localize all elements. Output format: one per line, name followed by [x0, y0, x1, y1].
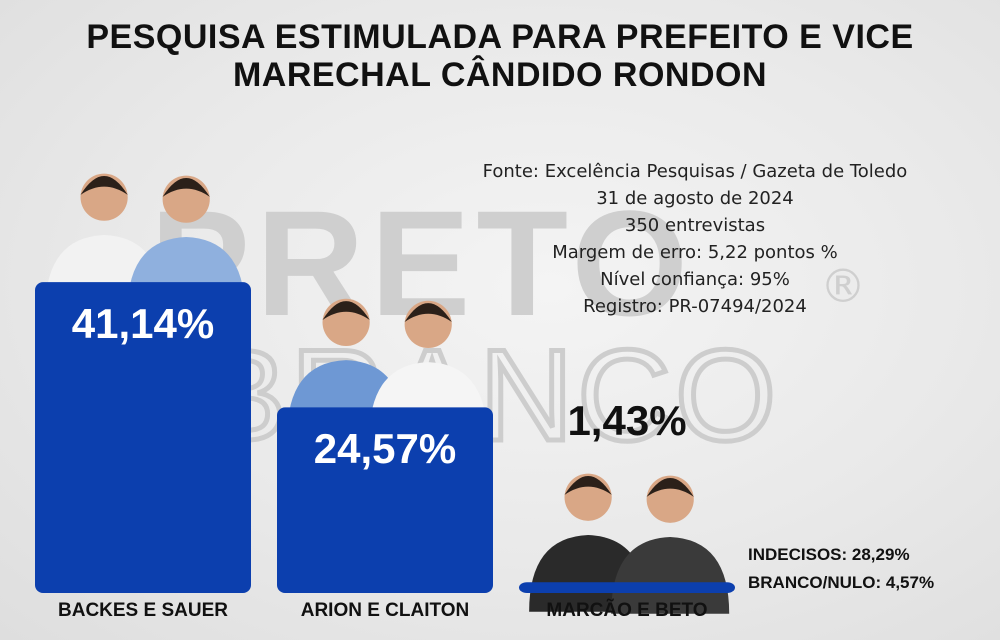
- candidate-2-person-2-body: [611, 536, 730, 614]
- info-registry: Registro: PR-07494/2024: [583, 296, 807, 317]
- watermark-registered-mark: ®: [820, 259, 866, 313]
- info-source: Fonte: Excelência Pesquisas / Gazeta de …: [482, 161, 908, 182]
- candidate-0-person-1-hair: [80, 175, 128, 195]
- candidate-2-person-1-hair: [564, 475, 612, 495]
- candidate-2-person-2-hair: [646, 477, 694, 497]
- survey-info: Fonte: Excelência Pesquisas / Gazeta de …: [470, 158, 920, 320]
- candidate-0-person-2-hair: [162, 177, 210, 197]
- info-date: 31 de agosto de 2024: [596, 188, 794, 209]
- candidate-1-person-2-hair: [404, 303, 452, 323]
- category-label-0: BACKES E SAUER: [58, 600, 228, 621]
- info-confidence: Nível confiança: 95%: [600, 269, 790, 290]
- info-interviews: 350 entrevistas: [624, 215, 766, 236]
- bar-value-label-2: 1,43%: [567, 397, 687, 445]
- bar-value-label-0: 41,14%: [71, 300, 215, 348]
- title-line-2: MARECHAL CÂNDIDO RONDON: [232, 56, 768, 94]
- page-title: PESQUISA ESTIMULADA PARA PREFEITO E VICE…: [0, 18, 1000, 94]
- info-margin: Margem de erro: 5,22 pontos %: [552, 242, 838, 263]
- undecided-label: INDECISOS: 28,29%: [748, 545, 910, 564]
- category-label-2: MARCÃO E BETO: [546, 600, 708, 621]
- bar-0: [35, 282, 251, 593]
- blank-null-label: BRANCO/NULO: 4,57%: [748, 573, 935, 592]
- candidate-1-person-1-hair: [322, 301, 370, 321]
- bar-2: [519, 582, 735, 593]
- category-label-1: ARION E CLAITON: [300, 600, 470, 621]
- bar-1: [277, 407, 493, 593]
- title-line-1: PESQUISA ESTIMULADA PARA PREFEITO E VICE: [86, 18, 914, 56]
- bar-value-label-1: 24,57%: [313, 425, 457, 473]
